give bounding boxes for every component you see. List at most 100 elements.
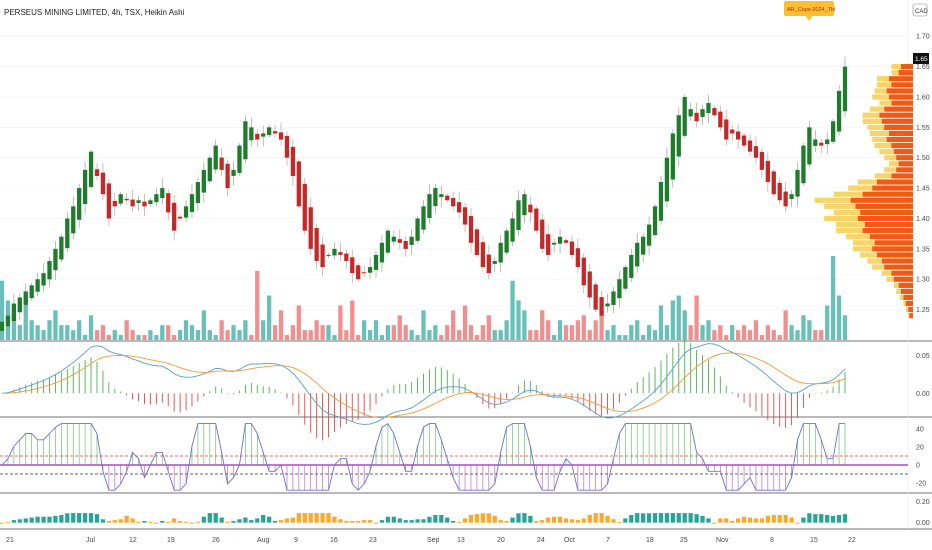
volume-bar (629, 325, 634, 340)
histogram-bar (575, 520, 580, 523)
candle (219, 157, 224, 170)
candle (551, 242, 557, 245)
volume-profile-buy (874, 240, 913, 246)
volume-bar (82, 335, 88, 340)
candle (801, 145, 806, 184)
histogram-bar (326, 513, 331, 523)
histogram-bar (569, 519, 575, 523)
histogram-bar (445, 517, 450, 523)
volume-bar (100, 325, 106, 340)
volume-bar (486, 315, 491, 340)
volume-profile-sell (905, 307, 909, 313)
histogram-bar (373, 522, 379, 524)
volume-bar (385, 325, 391, 340)
currency-label: CAD (915, 9, 928, 15)
histogram-bar (730, 520, 735, 523)
candle (284, 135, 290, 158)
histogram-bar (747, 517, 753, 523)
candle (409, 236, 414, 245)
histogram-bar (296, 513, 301, 523)
candle (718, 111, 723, 128)
histogram-bar (320, 513, 325, 523)
candle (712, 108, 717, 116)
histogram-bar (830, 515, 836, 523)
volume-profile-buy (889, 76, 913, 82)
histogram-bar (623, 518, 628, 523)
volume-bar (195, 330, 201, 340)
volume-profile-sell (833, 209, 861, 216)
volume-bar (575, 320, 580, 340)
volume-bar (658, 305, 664, 340)
volume-bar (462, 305, 468, 340)
histogram-bar (59, 514, 64, 523)
candle (88, 151, 94, 187)
candle (189, 194, 195, 212)
histogram-bar (65, 513, 70, 523)
histogram-pane (0, 513, 848, 524)
candle (17, 297, 22, 313)
candle (546, 234, 551, 255)
volume-bar (59, 325, 64, 340)
volume-bar (332, 335, 337, 340)
candle (445, 195, 450, 201)
volume-profile-buy (901, 64, 913, 70)
volume-bar (825, 305, 830, 340)
time-tick-label: 9 (294, 537, 298, 544)
volume-profile (814, 64, 913, 319)
volume-bar (427, 330, 432, 340)
histogram-bar (11, 520, 17, 523)
candle (332, 248, 337, 256)
annotation-callout[interactable]: AR_Caps-2024_Tbl (784, 1, 835, 21)
histogram-bar (130, 518, 135, 523)
volume-bar (688, 325, 693, 340)
histogram-tick-label: 0.00 (916, 520, 930, 527)
volume-profile-buy (891, 82, 913, 88)
histogram-bar (842, 514, 848, 523)
histogram-bar (231, 520, 236, 523)
histogram-bar (403, 520, 408, 523)
candle (225, 163, 230, 189)
candle (379, 242, 385, 263)
volume-profile-buy (860, 209, 913, 216)
candle (421, 206, 426, 230)
histogram-bar (480, 513, 486, 523)
histogram-bar (807, 513, 812, 523)
volume-bar (344, 330, 349, 340)
volume-bar (623, 335, 628, 340)
volume-profile-sell (872, 94, 889, 100)
volume-bar (498, 330, 503, 340)
histogram-bar (664, 513, 670, 523)
candle (112, 200, 117, 207)
histogram-bar (724, 518, 729, 523)
candle (652, 206, 658, 236)
histogram-bar (641, 513, 646, 523)
price-axis[interactable]: 1.70 1.65 1.60 1.55 1.50 1.45 1.40 1.35 1.30 1.25… (916, 34, 930, 527)
time-tick-label: 18 (646, 537, 654, 544)
volume-bar (166, 325, 171, 340)
histogram-bar (676, 513, 681, 523)
candle (747, 140, 753, 152)
volume-bar (112, 330, 117, 340)
candle (575, 248, 580, 268)
volume-bar (468, 325, 474, 340)
histogram-bar (290, 517, 296, 523)
volume-bar (249, 335, 254, 340)
histogram-bar (225, 521, 230, 523)
price-tick-label: 1.55 (916, 125, 930, 132)
volume-bar (819, 330, 824, 340)
volume-profile-buy (893, 276, 913, 282)
time-axis[interactable]: 21 Jul 12 19 26 Aug 9 16 23 Sep 13 20 24 Oct 7 18 25 Nov 8… (6, 537, 856, 544)
price-tick-label: 1.60 (916, 94, 930, 101)
histogram-bar (71, 513, 76, 523)
time-tick-label: Nov (716, 537, 729, 544)
volume-bar (759, 335, 765, 340)
volume-profile-sell (862, 112, 880, 118)
time-tick-label: 7 (606, 537, 610, 544)
volume-bar (599, 310, 604, 340)
volume-bar (213, 335, 218, 340)
histogram-bar (177, 520, 183, 523)
histogram-bar (314, 513, 319, 523)
histogram-bar (451, 520, 456, 523)
histogram-bar (516, 513, 521, 523)
histogram-bar (100, 519, 106, 523)
